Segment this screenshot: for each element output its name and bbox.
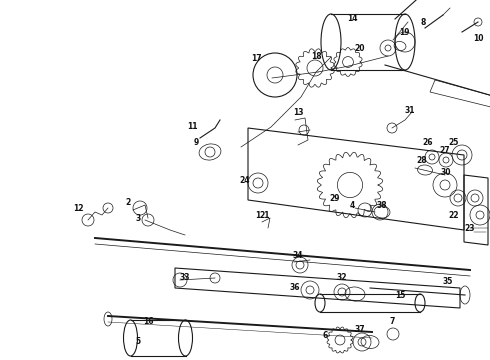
Text: 16: 16: [143, 318, 153, 327]
Text: 38: 38: [377, 201, 387, 210]
Text: 34: 34: [293, 251, 303, 260]
Text: 24: 24: [240, 176, 250, 185]
Text: 2: 2: [125, 198, 131, 207]
Text: 27: 27: [440, 145, 450, 154]
Text: 36: 36: [290, 284, 300, 292]
Text: 26: 26: [423, 138, 433, 147]
Text: 28: 28: [416, 156, 427, 165]
Text: 37: 37: [355, 325, 366, 334]
Text: 7: 7: [390, 318, 394, 327]
Text: 20: 20: [355, 44, 365, 53]
Text: 23: 23: [465, 224, 475, 233]
Text: 14: 14: [347, 14, 357, 23]
Text: 3: 3: [135, 213, 141, 222]
Text: 11: 11: [187, 122, 197, 131]
Text: 17: 17: [251, 54, 261, 63]
Text: 30: 30: [441, 167, 451, 176]
Text: 21: 21: [260, 211, 270, 220]
Text: 18: 18: [311, 51, 321, 60]
Text: 1: 1: [255, 211, 261, 220]
Text: 31: 31: [405, 105, 415, 114]
Text: 8: 8: [420, 18, 426, 27]
Text: 6: 6: [322, 330, 328, 339]
Text: 33: 33: [180, 274, 190, 283]
Text: 9: 9: [194, 138, 198, 147]
Text: 4: 4: [349, 201, 355, 210]
Text: 22: 22: [449, 211, 459, 220]
Text: 19: 19: [399, 27, 409, 36]
Text: 5: 5: [135, 338, 141, 346]
Text: 25: 25: [449, 138, 459, 147]
Text: 10: 10: [473, 33, 483, 42]
Text: 13: 13: [293, 108, 303, 117]
Text: 35: 35: [443, 278, 453, 287]
Text: 12: 12: [73, 203, 83, 212]
Text: 15: 15: [395, 292, 405, 301]
Text: 29: 29: [330, 194, 340, 202]
Text: 32: 32: [337, 274, 347, 283]
